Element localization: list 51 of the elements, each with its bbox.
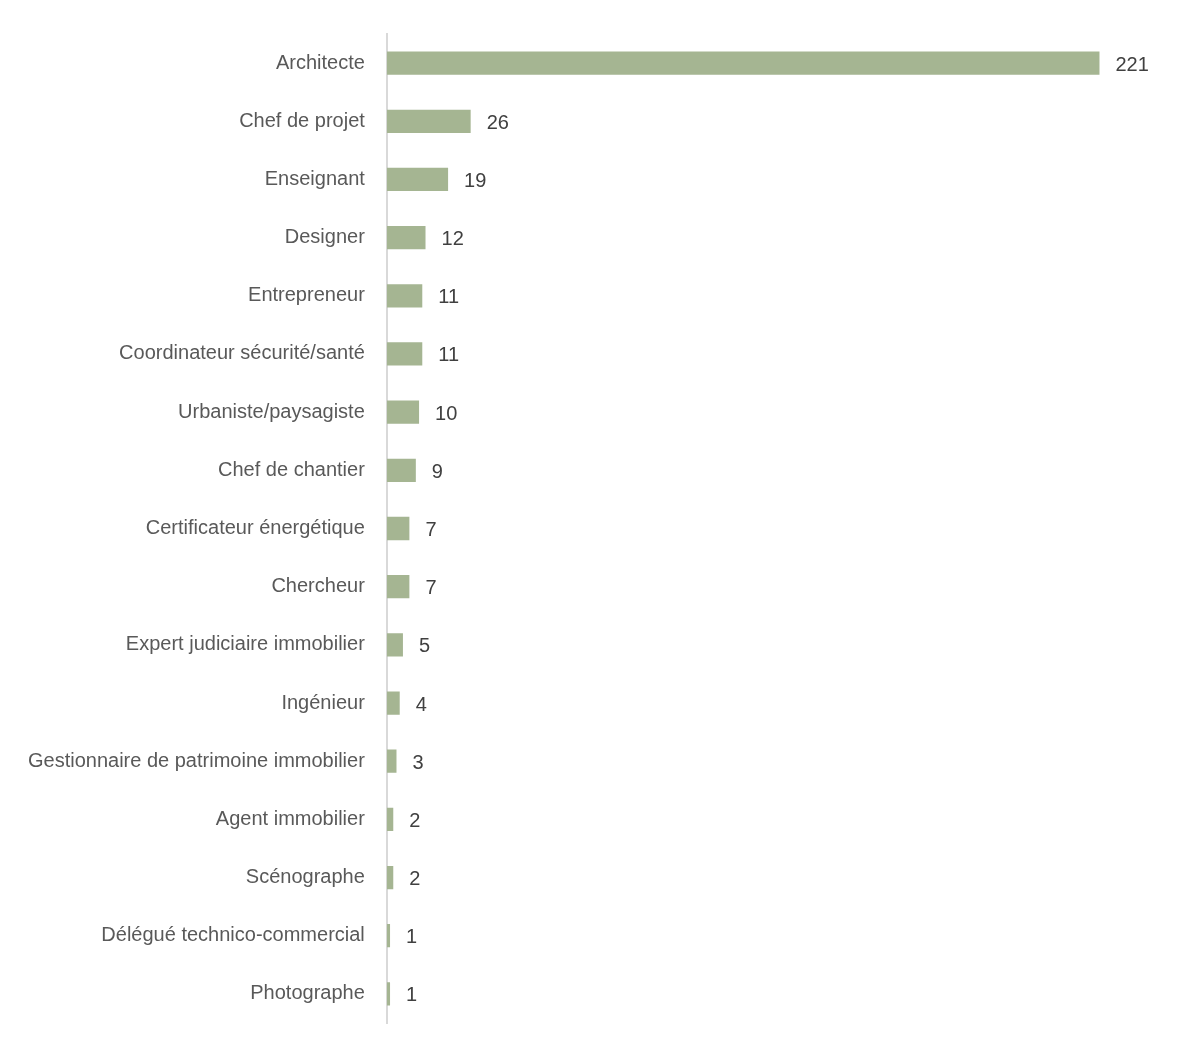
bar [386,633,403,657]
data-label: 4 [415,692,427,715]
data-label: 2 [409,808,421,831]
data-label: 7 [425,518,437,541]
data-label: 1 [406,983,418,1006]
y-tick-label: Ingénieur [281,690,366,713]
bar [386,342,423,366]
data-label: 3 [412,750,424,773]
bar [386,924,391,948]
data-label: 26 [486,110,509,133]
y-tick-label: Architecte [275,50,365,73]
data-label: 10 [435,401,458,424]
y-tick-label: Entrepreneur [248,283,366,306]
data-label: 19 [464,168,487,191]
bar [386,51,1100,75]
y-tick-label: Urbaniste/paysagiste [178,399,365,422]
y-tick-label: Chef de projet [239,108,366,131]
data-label: 1 [406,925,418,948]
data-label: 9 [431,459,443,482]
bar [386,865,394,890]
y-tick-label: Chef de chantier [218,457,366,480]
data-label: 12 [441,227,464,250]
data-label: 5 [418,634,431,657]
data-label: 221 [1115,52,1149,75]
bar [386,458,416,482]
bar [386,516,410,541]
y-tick-label: Agent immobilier [215,806,366,829]
bar [386,982,391,1006]
y-tick-label: Designer [284,225,366,248]
bar [386,400,420,424]
y-tick-label: Coordinateur sécurité/santé [119,341,365,364]
y-tick-label: Enseignant [264,166,366,189]
y-tick-label: Délégué technico-commercial [101,923,365,946]
data-label: 2 [409,867,421,890]
bar [386,807,394,832]
bar [386,109,471,133]
y-tick-label: Chercheur [271,574,366,597]
data-label: 11 [438,343,460,366]
data-label: 11 [438,285,460,308]
bar [386,225,426,250]
bar [386,284,423,308]
y-tick-label: Expert judiciaire immobilier [125,632,366,655]
data-label: 7 [425,576,437,599]
bar [386,691,400,715]
y-tick-label: Scénographe [245,865,365,888]
y-tick-label: Gestionnaire de patrimoine immobilier [27,748,366,771]
bar [386,749,397,773]
y-tick-label: Certificateur énergétique [145,516,365,539]
bar [386,167,449,192]
bar [386,575,410,599]
y-tick-label: Photographe [250,981,365,1004]
